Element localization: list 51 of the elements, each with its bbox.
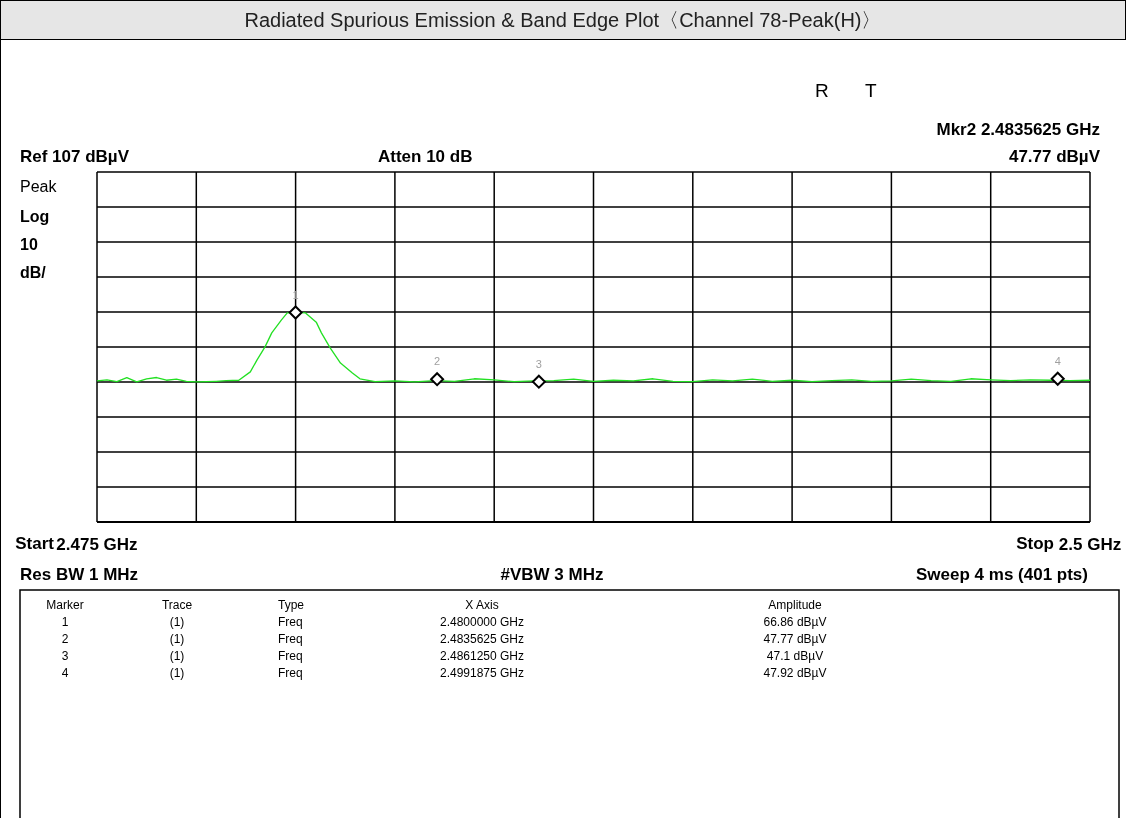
text: Type — [278, 598, 305, 612]
text: (1) — [169, 615, 185, 629]
text: Log — [20, 208, 50, 225]
text: Res BW 1 MHz — [20, 565, 139, 584]
text: R — [815, 80, 829, 101]
text: Freq — [278, 649, 303, 663]
text: Freq — [278, 632, 303, 646]
text: 1 — [61, 615, 69, 629]
text: 4 — [61, 666, 69, 680]
text: Peak — [20, 178, 58, 195]
point — [531, 374, 546, 389]
text: X Axis — [465, 598, 499, 612]
text: Stop — [1016, 534, 1054, 553]
text: 2.4800000 GHz — [439, 615, 525, 629]
text: 10 — [20, 236, 38, 253]
annotation: 4 — [1054, 354, 1061, 367]
text: (1) — [169, 649, 185, 663]
text: Ref 107 dBµV — [20, 147, 130, 166]
annotation: 3 — [535, 357, 542, 370]
text: (1) — [169, 632, 185, 646]
text: Trace — [161, 598, 193, 612]
text: 47.1 dBµV — [766, 649, 824, 663]
text: Amplitude — [768, 598, 822, 612]
x-tick-label: 2.5 GHz — [1058, 535, 1122, 555]
annotation: 1 — [292, 288, 299, 301]
point — [288, 305, 303, 320]
text: Marker — [46, 598, 84, 612]
text: 3 — [61, 649, 69, 663]
text: Atten 10 dB — [378, 147, 473, 166]
text: Freq — [278, 615, 303, 629]
text: 2.4861250 GHz — [439, 649, 525, 663]
text: Start — [15, 534, 55, 553]
text: dB/ — [20, 264, 47, 281]
text: 2 — [61, 632, 69, 646]
text: Mkr2 2.4835625 GHz — [936, 120, 1100, 139]
text: 47.77 dBµV — [763, 632, 827, 646]
text: 66.86 dBµV — [763, 615, 827, 629]
text: 2.4991875 GHz — [439, 666, 525, 680]
annotation: 2 — [434, 355, 441, 368]
text: (1) — [169, 666, 185, 680]
text: Sweep 4 ms (401 pts) — [916, 565, 1088, 584]
text: 2.4835625 GHz — [439, 632, 525, 646]
x-tick-label: 2.475 GHz — [56, 535, 138, 555]
text: 47.77 dBµV — [1008, 147, 1101, 166]
text: T — [865, 80, 877, 101]
chart-title: Radiated Spurious Emission & Band Edge Plot〈Channel 78-Peak(H)〉 — [244, 7, 882, 33]
text: #VBW 3 MHz — [500, 565, 604, 584]
text: 47.92 dBµV — [763, 666, 827, 680]
point — [1050, 371, 1065, 386]
text: Freq — [278, 666, 303, 680]
point — [430, 372, 445, 387]
